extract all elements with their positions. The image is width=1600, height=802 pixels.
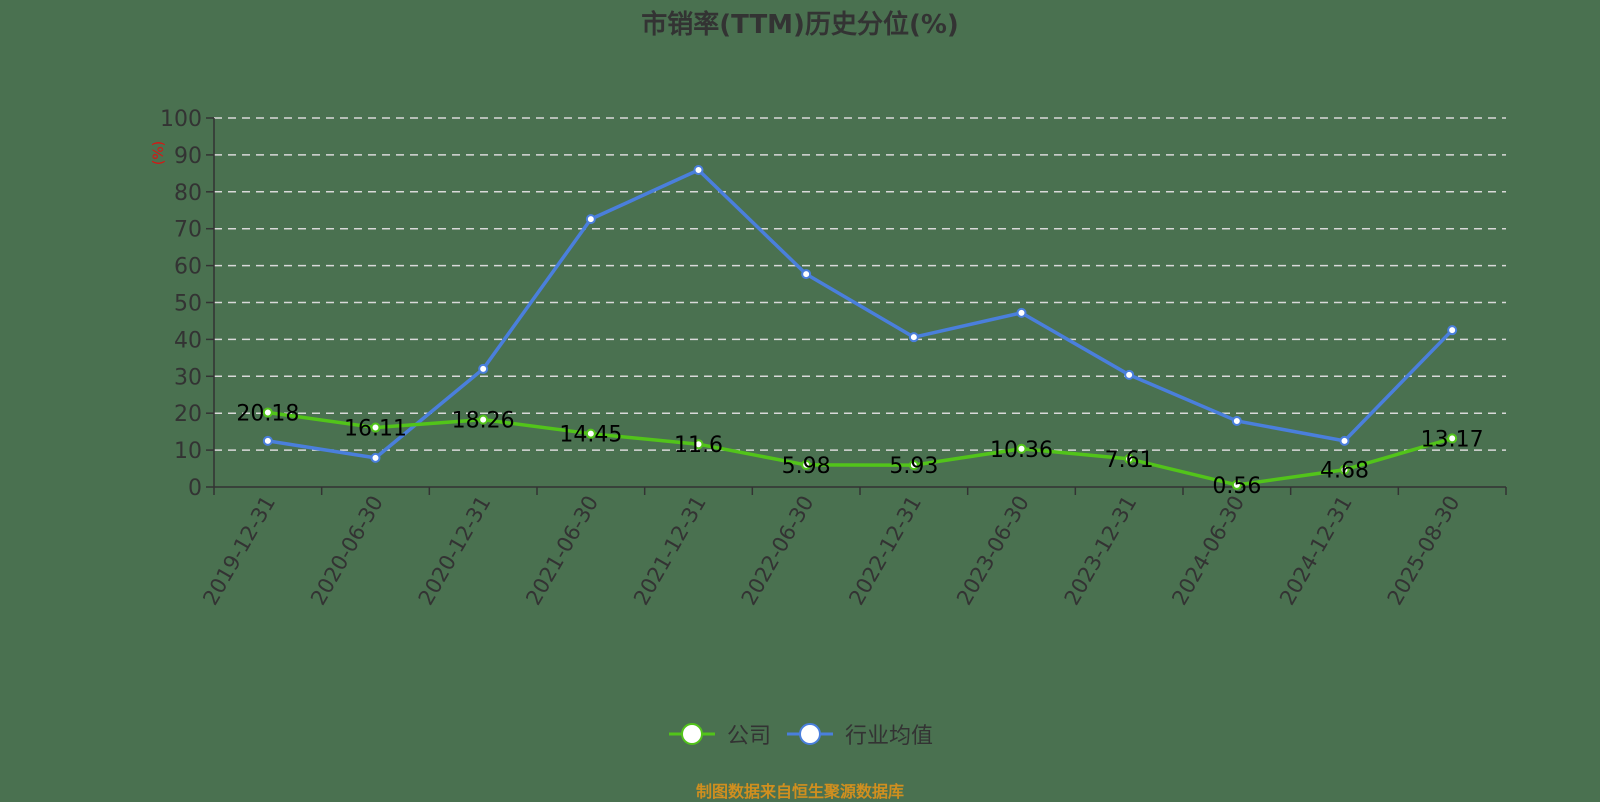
data-point bbox=[585, 428, 596, 439]
data-point bbox=[693, 165, 704, 176]
x-tick-label: 2020-12-31 bbox=[414, 492, 496, 610]
legend-item-industry-avg[interactable]: 行业均值 bbox=[785, 718, 933, 750]
data-label: 5.93 bbox=[889, 454, 938, 479]
legend-marker-green-icon bbox=[668, 723, 715, 745]
legend-marker-blue-icon bbox=[787, 723, 833, 745]
data-point bbox=[1124, 453, 1135, 464]
y-tick-label: 80 bbox=[174, 181, 202, 206]
data-label: 16.11 bbox=[344, 417, 407, 442]
legend-label-industry-avg: 行业均值 bbox=[845, 724, 934, 749]
data-label: 4.68 bbox=[1320, 459, 1369, 484]
y-tick-label: 90 bbox=[174, 144, 202, 169]
legend: 公司 行业均值 bbox=[0, 718, 1600, 750]
data-point bbox=[1339, 435, 1350, 446]
data-point bbox=[1339, 464, 1350, 475]
y-tick-label: 20 bbox=[174, 402, 202, 427]
legend-label-company: 公司 bbox=[726, 724, 771, 749]
x-tick-label: 2023-06-30 bbox=[952, 492, 1034, 610]
x-tick-label: 2022-06-30 bbox=[737, 492, 819, 610]
data-point bbox=[693, 439, 704, 450]
line-chart: 0 10 20 30 40 50 60 70 80 90 100 (%) 2019-12-31 2020-… bbox=[151, 107, 1507, 610]
data-point bbox=[1231, 415, 1242, 426]
data-point bbox=[1124, 369, 1135, 380]
x-tick-label: 2023-12-31 bbox=[1060, 492, 1142, 610]
y-axis-label: (%) bbox=[151, 141, 167, 165]
data-point bbox=[908, 460, 919, 471]
x-tick-label: 2025-08-30 bbox=[1383, 492, 1465, 610]
data-point bbox=[801, 459, 812, 470]
x-tick-label: 2022-12-31 bbox=[844, 492, 926, 610]
x-tick-label: 2024-12-31 bbox=[1275, 492, 1357, 610]
data-point bbox=[908, 332, 919, 343]
x-tick-label: 2021-12-31 bbox=[629, 492, 711, 610]
data-label: 5.98 bbox=[782, 454, 831, 479]
data-label: 14.45 bbox=[559, 423, 622, 448]
data-point bbox=[478, 414, 489, 425]
data-point bbox=[262, 407, 273, 418]
data-point bbox=[370, 422, 381, 433]
data-label: 11.6 bbox=[674, 433, 723, 458]
data-point bbox=[478, 363, 489, 374]
data-label: 7.61 bbox=[1105, 448, 1154, 473]
y-tick-label: 10 bbox=[174, 439, 202, 464]
data-label: 0.56 bbox=[1212, 474, 1261, 499]
legend-item-company[interactable]: 公司 bbox=[667, 718, 771, 750]
data-label: 20.18 bbox=[236, 402, 299, 427]
x-tick-label: 2021-06-30 bbox=[521, 492, 603, 610]
data-point bbox=[1231, 479, 1242, 490]
data-label: 18.26 bbox=[452, 409, 515, 434]
data-point bbox=[1016, 443, 1027, 454]
series-line bbox=[267, 410, 1453, 487]
y-tick-label: 40 bbox=[174, 328, 202, 353]
chart-title: 市销率(TTM)历史分位(%) bbox=[641, 10, 959, 40]
data-point bbox=[370, 452, 381, 463]
data-point bbox=[1016, 307, 1027, 318]
y-tick-label: 70 bbox=[174, 218, 202, 243]
data-point bbox=[801, 269, 812, 280]
data-label: 13.17 bbox=[1421, 427, 1484, 452]
x-tick-label: 2019-12-31 bbox=[198, 492, 280, 610]
data-point bbox=[262, 435, 273, 446]
y-tick-label: 60 bbox=[174, 255, 202, 280]
data-point bbox=[1447, 433, 1458, 444]
x-tick-label: 2020-06-30 bbox=[306, 492, 388, 610]
data-label: 10.36 bbox=[990, 438, 1053, 463]
data-point bbox=[1447, 325, 1458, 336]
data-point bbox=[585, 214, 596, 225]
source-footer: 制图数据来自恒生聚源数据库 bbox=[695, 782, 904, 801]
x-tick-label: 2024-06-30 bbox=[1167, 492, 1249, 610]
series-line bbox=[267, 168, 1454, 460]
y-tick-label: 30 bbox=[174, 365, 202, 390]
y-tick-label: 100 bbox=[160, 107, 202, 132]
y-tick-label: 0 bbox=[188, 476, 202, 501]
y-tick-label: 50 bbox=[174, 292, 202, 317]
